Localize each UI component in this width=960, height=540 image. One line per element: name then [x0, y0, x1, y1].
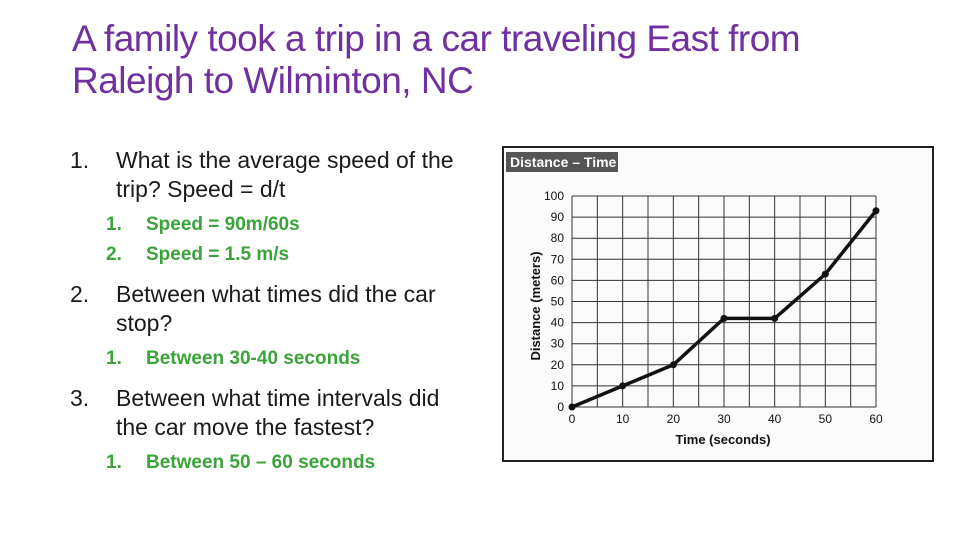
data-point: [821, 270, 829, 278]
data-point: [720, 314, 728, 322]
answer-item: 2. Speed = 1.5 m/s: [106, 240, 470, 270]
question-1: 1. What is the average speed of the trip…: [70, 146, 470, 204]
distance-time-chart: Distance – Time 0 10 20 30 40 50 60 70 80 90 100 0 1…: [500, 144, 936, 464]
y-tick-label: 10: [551, 379, 565, 393]
data-point: [669, 361, 677, 369]
x-tick-label: 60: [869, 412, 883, 426]
question-number: 3.: [70, 385, 90, 411]
x-axis-label: Time (seconds): [675, 432, 770, 447]
answer-item: 1. Between 50 – 60 seconds: [106, 448, 470, 478]
answer-list-3: 1. Between 50 – 60 seconds: [106, 448, 470, 478]
data-point: [872, 207, 880, 215]
question-list: 1. What is the average speed of the trip…: [70, 146, 470, 488]
y-tick-label: 20: [551, 358, 565, 372]
chart-series: [568, 207, 880, 411]
question-2: 2. Between what times did the car stop?: [70, 280, 470, 338]
title-line-2: Raleigh to Wilminton, NC: [72, 60, 474, 101]
y-tick-label: 0: [557, 400, 564, 414]
x-tick-label: 40: [768, 412, 782, 426]
answer-list-1: 1. Speed = 90m/60s 2. Speed = 1.5 m/s: [106, 210, 470, 270]
chart-grid: [571, 195, 877, 408]
x-tick-label: 30: [717, 412, 731, 426]
answer-item: 1. Speed = 90m/60s: [106, 210, 470, 240]
answer-text: Speed = 1.5 m/s: [146, 244, 290, 265]
x-tick-label: 50: [819, 412, 833, 426]
y-tick-label: 60: [551, 273, 565, 287]
data-point: [568, 403, 576, 411]
x-tick-label: 10: [616, 412, 630, 426]
question-number: 2.: [70, 281, 90, 307]
question-number: 1.: [70, 147, 90, 173]
y-tick-label: 30: [551, 337, 565, 351]
y-tick-label: 90: [551, 210, 565, 224]
y-tick-label: 50: [551, 295, 565, 309]
x-tick-label: 20: [667, 412, 681, 426]
question-text: Between what time intervals did the car …: [116, 385, 440, 440]
question-text: What is the average speed of the trip? S…: [116, 147, 454, 202]
answer-number: 1.: [106, 348, 122, 369]
y-tick-label: 100: [544, 189, 564, 203]
question-text: Between what times did the car stop?: [116, 281, 436, 336]
y-axis-label: Distance (meters): [528, 251, 543, 360]
question-3: 3. Between what time intervals did the c…: [70, 384, 470, 442]
chart-svg: Distance – Time 0 10 20 30 40 50 60 70 80 90 100 0 1…: [502, 146, 934, 462]
answer-number: 1.: [106, 214, 122, 235]
chart-title: Distance – Time: [510, 154, 617, 170]
y-tick-label: 70: [551, 252, 565, 266]
title-line-1: A family took a trip in a car traveling …: [72, 18, 801, 59]
answer-number: 2.: [106, 244, 122, 265]
data-point: [771, 314, 779, 322]
x-tick-label: 0: [569, 412, 576, 426]
answer-item: 1. Between 30-40 seconds: [106, 344, 470, 374]
answer-list-2: 1. Between 30-40 seconds: [106, 344, 470, 374]
data-point: [619, 382, 627, 390]
answer-text: Between 50 – 60 seconds: [146, 452, 376, 473]
answer-text: Speed = 90m/60s: [146, 214, 300, 235]
slide-title: A family took a trip in a car traveling …: [72, 18, 932, 102]
answer-text: Between 30-40 seconds: [146, 348, 361, 369]
y-tick-label: 80: [551, 231, 565, 245]
chart-title-bg: [506, 152, 618, 172]
answer-number: 1.: [106, 452, 122, 473]
chart-ticks: 0 10 20 30 40 50 60 70 80 90 100 0 10 20 30 40 50 60: [544, 189, 883, 426]
y-tick-label: 40: [551, 316, 565, 330]
